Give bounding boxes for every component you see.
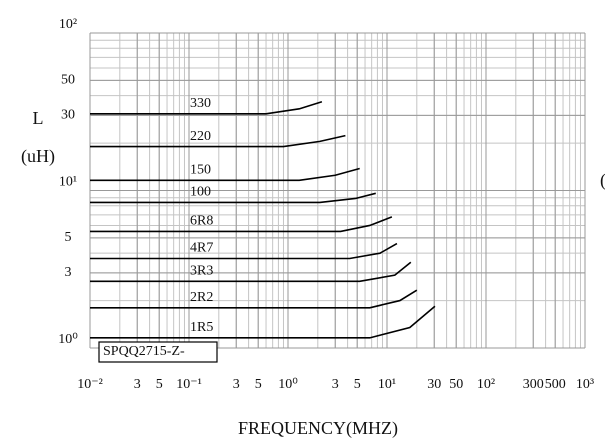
y-tick-label: 10² (59, 17, 77, 32)
y-tick-label: 30 (61, 108, 75, 123)
y-tick-label: 3 (65, 265, 72, 280)
x-tick-label: 3 (134, 377, 141, 392)
annotation: SPQQ2715-Z- (103, 344, 185, 359)
x-tick-label: 10² (477, 377, 495, 392)
series-label: 150 (190, 163, 211, 178)
x-tick-label: 50 (449, 377, 463, 392)
x-tick-label: 5 (255, 377, 262, 392)
cut-label: ( (600, 170, 605, 191)
series-label: 2R2 (190, 290, 213, 305)
x-tick-label: 3 (233, 377, 240, 392)
series-label: 4R7 (190, 241, 213, 256)
x-tick-label: 10⁰ (278, 377, 298, 392)
series-label: 6R8 (190, 214, 213, 229)
series-line (90, 216, 393, 233)
y-tick-label: 10⁰ (58, 332, 78, 347)
series-line (90, 242, 398, 260)
y-tick-label: 5 (65, 230, 72, 245)
series-line (90, 261, 412, 283)
x-label: FREQUENCY(MHZ) (238, 418, 398, 439)
x-tick-label: 10⁻² (77, 377, 103, 392)
x-tick-label: 300 (523, 377, 544, 392)
series-line (90, 192, 376, 204)
y-label: L (33, 108, 44, 128)
x-tick-label: 30 (427, 377, 441, 392)
series-label: 220 (190, 129, 211, 144)
x-tick-label: 10³ (576, 377, 594, 392)
series-line (90, 167, 360, 182)
series-label: 1R5 (190, 320, 213, 335)
x-tick-label: 500 (545, 377, 566, 392)
x-tick-label: 10⁻¹ (176, 377, 202, 392)
series-line (90, 134, 346, 148)
series-line (90, 305, 436, 339)
series-line (90, 100, 323, 115)
x-tick-label: 5 (156, 377, 163, 392)
y-label: (uH) (21, 146, 55, 167)
y-tick-label: 10¹ (59, 175, 77, 190)
series-label: 3R3 (190, 264, 213, 279)
series-label: 330 (190, 96, 211, 111)
y-tick-label: 50 (61, 73, 75, 88)
x-tick-label: 10¹ (378, 377, 396, 392)
annotation-box (98, 341, 218, 363)
series-label: 100 (190, 185, 211, 200)
series-line (90, 289, 418, 309)
x-tick-label: 3 (332, 377, 339, 392)
x-tick-label: 5 (354, 377, 361, 392)
